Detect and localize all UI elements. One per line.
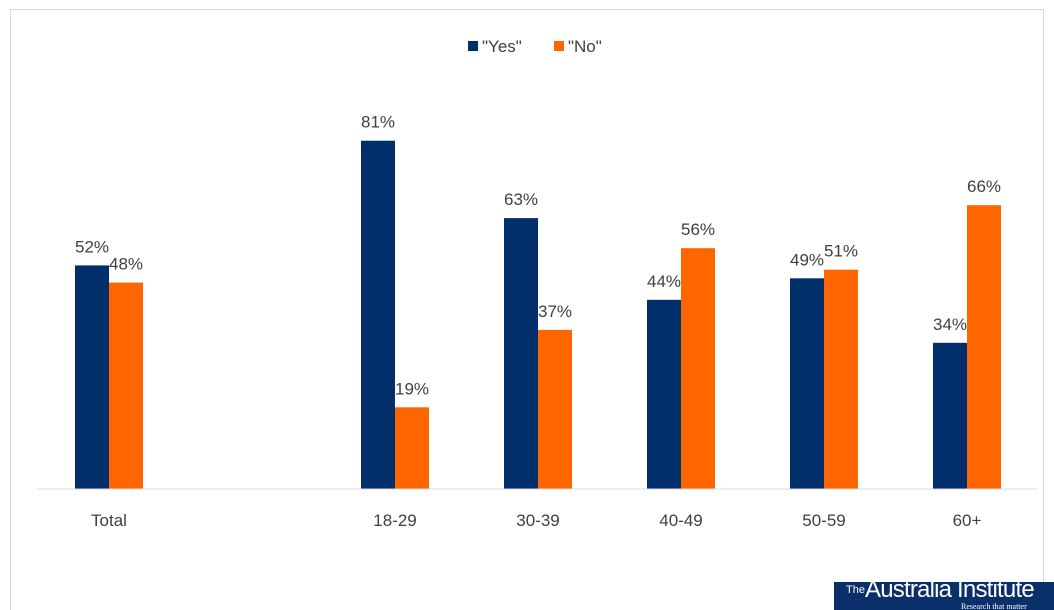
bar-no-40-49: [681, 248, 715, 489]
data-label-yes-50-59: 49%: [790, 250, 824, 269]
logo-name-text: Australia Institute: [865, 582, 1035, 603]
bar-yes-30-39: [504, 218, 538, 489]
bar-yes-total: [75, 265, 109, 489]
legend-label-no: "No": [568, 37, 602, 56]
bar-yes-60: [933, 342, 967, 489]
logo-the-text: The: [846, 584, 865, 596]
data-label-yes-30-39: 63%: [504, 190, 538, 209]
x-tick-label-30-39: 30-39: [516, 511, 559, 530]
data-label-yes-60: 34%: [933, 315, 967, 334]
data-label-no-18-29: 19%: [395, 379, 429, 398]
data-label-no-60: 66%: [967, 177, 1001, 196]
bar-no-60: [967, 205, 1001, 489]
x-tick-labels-group: Total 18-29 30-39 40-49 50-59 60+: [91, 511, 981, 530]
legend-swatch-yes: [468, 41, 478, 51]
bars-group: [75, 140, 1001, 489]
bar-yes-40-49: [647, 299, 681, 489]
data-label-yes-18-29: 81%: [361, 113, 395, 132]
bar-yes-18-29: [361, 140, 395, 489]
bar-no-50-59: [824, 269, 858, 489]
legend-swatch-no: [554, 41, 564, 51]
data-label-yes-40-49: 44%: [647, 272, 681, 291]
legend: "Yes" "No": [468, 37, 602, 56]
logo-tagline-text: Research that matter: [961, 602, 1027, 610]
x-tick-label-50-59: 50-59: [802, 511, 845, 530]
data-label-no-50-59: 51%: [824, 242, 858, 261]
data-label-no-30-39: 37%: [538, 302, 572, 321]
data-label-no-40-49: 56%: [681, 220, 715, 239]
legend-label-yes: "Yes": [482, 37, 522, 56]
australia-institute-logo: The Australia Institute Research that ma…: [834, 582, 1054, 610]
x-tick-label-18-29: 18-29: [373, 511, 416, 530]
chart-frame: [10, 9, 1044, 610]
x-tick-label-total: Total: [91, 511, 127, 530]
x-tick-label-60: 60+: [953, 511, 982, 530]
bar-no-total: [109, 282, 143, 489]
bar-no-30-39: [538, 329, 572, 489]
bar-yes-50-59: [790, 278, 824, 489]
data-label-yes-total: 52%: [75, 237, 109, 256]
data-label-no-total: 48%: [109, 255, 143, 274]
bar-no-18-29: [395, 407, 429, 489]
x-tick-label-40-49: 40-49: [659, 511, 702, 530]
data-labels-group: 52%48% 81% 19% 63% 37% 44% 56% 49% 51% 34% 66%: [75, 113, 1001, 399]
